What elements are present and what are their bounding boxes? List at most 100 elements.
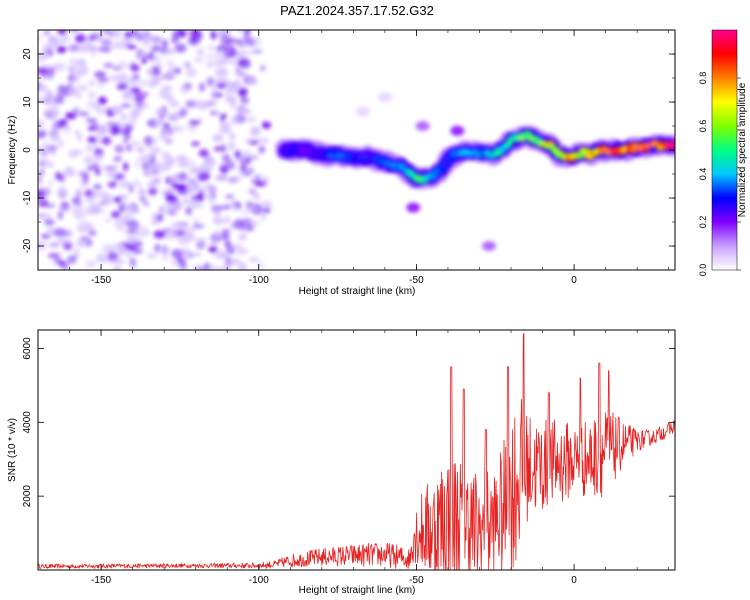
noise-speckle: [130, 120, 136, 126]
noise-speckle: [185, 207, 192, 215]
noise-speckle: [243, 30, 251, 37]
noise-speckle: [135, 98, 144, 108]
noise-speckle: [185, 67, 197, 78]
x-tick-label: -150: [91, 275, 111, 286]
noise-speckle: [131, 64, 141, 72]
noise-speckle: [38, 213, 45, 219]
noise-speckle: [146, 252, 158, 259]
noise-speckle: [213, 58, 223, 67]
noise-speckle: [247, 37, 256, 47]
noise-speckle: [182, 61, 190, 70]
noise-speckle: [93, 153, 101, 160]
noise-speckle: [250, 127, 260, 137]
noise-speckle: [177, 125, 185, 132]
noise-speckle: [44, 71, 55, 80]
noise-speckle: [198, 149, 210, 158]
noise-speckle: [56, 45, 67, 54]
noise-speckle: [126, 235, 138, 245]
noise-speckle: [77, 225, 87, 234]
noise-speckle: [155, 107, 165, 116]
spectrogram-y-label: Frequency (Hz): [7, 116, 18, 185]
noise-speckle: [237, 262, 247, 270]
noise-speckle: [171, 259, 177, 267]
noise-speckle: [143, 201, 150, 207]
noise-speckle: [65, 112, 77, 120]
colorbar-tick-label: 0.4: [698, 168, 708, 181]
noise-speckle: [170, 203, 180, 213]
snr-panel: -150 -100 -50 0 2000 4000 6000 Height of strai…: [7, 329, 676, 596]
noise-speckle: [206, 76, 215, 87]
spectrogram-x-label: Height of straight line (km): [299, 286, 416, 297]
noise-speckle: [211, 99, 219, 107]
noise-speckle: [63, 124, 71, 133]
noise-speckle: [234, 67, 240, 72]
noise-speckle: [169, 100, 180, 108]
noise-speckle: [225, 86, 232, 96]
noise-speckle: [92, 190, 103, 198]
noise-speckle: [181, 196, 190, 205]
noise-speckle: [49, 134, 61, 142]
noise-speckle: [249, 76, 258, 87]
noise-speckle: [75, 91, 82, 99]
x-tick-label: 0: [571, 275, 577, 286]
noise-speckle: [209, 199, 215, 204]
y-tick-label: 10: [22, 96, 33, 108]
noise-speckle: [186, 186, 195, 196]
noise-speckle: [48, 242, 60, 248]
noise-speckle: [90, 48, 96, 57]
noise-speckle: [42, 43, 49, 49]
noise-speckle: [122, 162, 129, 172]
noise-speckle: [220, 231, 230, 241]
noise-speckle: [38, 129, 47, 139]
noise-speckle: [142, 38, 150, 46]
noise-speckle: [52, 126, 60, 134]
noise-speckle: [96, 256, 110, 264]
noise-speckle: [149, 146, 161, 155]
noise-speckle: [237, 42, 246, 48]
noise-speckle: [120, 73, 128, 80]
noise-speckle: [113, 156, 123, 162]
noise-speckle: [134, 159, 140, 169]
noise-speckle: [159, 208, 169, 217]
noise-speckle: [101, 107, 110, 112]
noise-speckle: [77, 170, 90, 177]
noise-speckle: [43, 141, 49, 149]
noise-speckle: [182, 159, 195, 166]
x-tick-label: -150: [91, 575, 111, 586]
colorbar-label: Normalized spectral amplitude: [737, 82, 748, 217]
noise-speckle: [75, 84, 89, 92]
noise-speckle: [238, 232, 248, 241]
noise-speckle: [74, 33, 87, 44]
noise-speckle: [208, 245, 218, 253]
noise-speckle: [180, 261, 186, 270]
noise-speckle: [107, 41, 116, 51]
y-tick-label: 6000: [22, 337, 33, 360]
noise-speckle: [84, 260, 98, 268]
noise-speckle: [43, 212, 52, 220]
noise-speckle: [58, 207, 71, 213]
noise-speckle: [208, 45, 216, 51]
noise-speckle: [144, 153, 153, 162]
noise-speckle: [195, 252, 201, 257]
noise-speckle: [222, 154, 231, 163]
noise-speckle: [119, 113, 128, 122]
secondary-blob: [406, 202, 421, 213]
noise-speckle: [125, 242, 138, 251]
noise-speckle: [174, 221, 185, 229]
noise-speckle: [251, 49, 263, 54]
noise-speckle: [92, 161, 100, 172]
noise-speckle: [127, 44, 137, 50]
noise-speckle: [42, 187, 51, 197]
noise-speckle: [39, 161, 45, 167]
noise-speckle: [54, 62, 67, 72]
noise-speckle: [165, 195, 179, 204]
colorbar: 0.0 0.2 0.4 0.6 0.8 Normalized spectral ampl…: [698, 29, 748, 276]
noise-speckle: [43, 203, 56, 208]
noise-speckle: [38, 53, 46, 63]
noise-speckle: [53, 227, 66, 237]
noise-speckle: [78, 178, 90, 184]
colorbar-scale: [711, 29, 738, 271]
signal-layer-2: [280, 130, 675, 184]
noise-speckle: [76, 58, 87, 67]
